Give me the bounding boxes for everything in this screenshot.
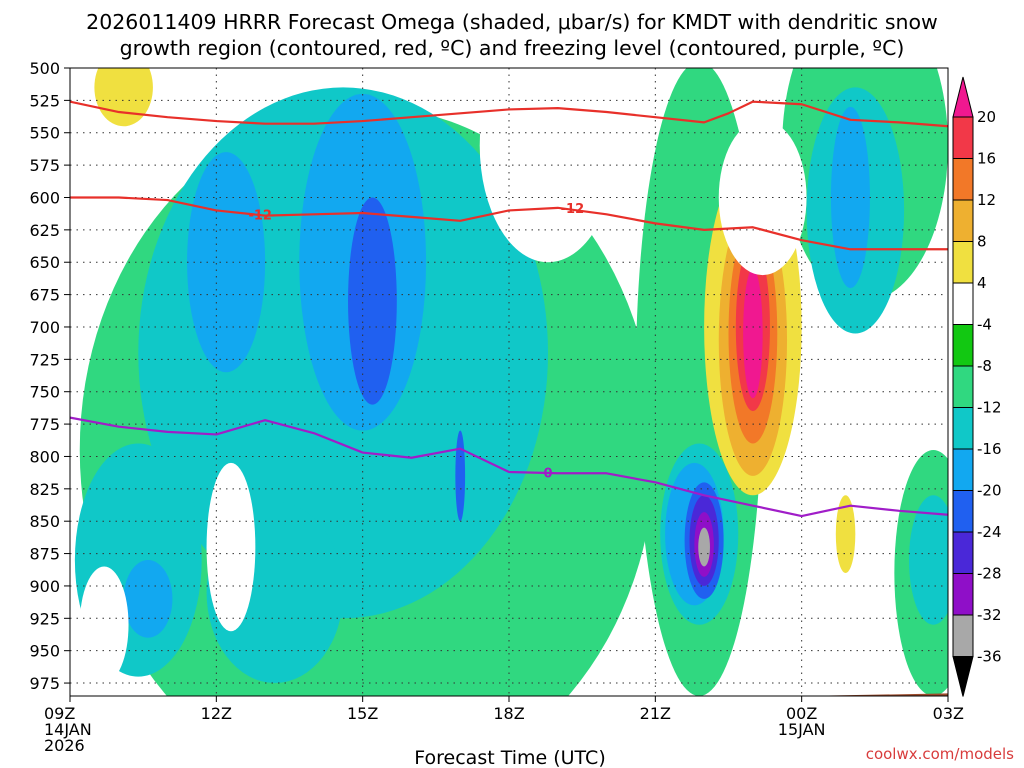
y-tick-label-7: 675 [29,286,60,305]
colorbar-label-8: -4 [977,316,992,334]
colorbar-box-4 [952,448,974,491]
colorbar-box-9 [952,241,974,284]
colorbar-label-11: 12 [977,191,996,209]
contour-label-1: -12 [561,202,585,217]
colorbar-label-7: -8 [977,357,992,375]
contour-line-1 [70,196,948,251]
colorbar-label-2: -28 [977,565,1002,583]
colorbar-box-6 [952,365,974,408]
y-tick-label-14: 850 [29,512,60,531]
x-tick-label-1-0: 12Z [201,704,232,723]
y-tick-label-15: 875 [29,545,60,564]
colorbar-box-1 [952,573,974,616]
y-tick-label-5: 625 [29,221,60,240]
y-tick-label-10: 750 [29,383,60,402]
colorbar-label-0: -36 [977,648,1002,666]
y-tick-label-1: 525 [29,91,60,110]
y-tick-label-9: 725 [29,350,60,369]
colorbar-arrow-low [952,656,974,697]
colorbar-arrow-high [952,76,974,118]
y-tick-label-11: 775 [29,415,60,434]
x-tick-label-4-0: 21Z [640,704,671,723]
x-tick-label-0-2: 2026 [44,736,85,755]
omega-clear-0 [479,68,617,263]
omega-area-15 [348,197,397,405]
y-tick-label-19: 975 [29,674,60,693]
colorbar-box-0 [952,614,974,657]
omega-area-22 [94,68,153,127]
colorbar-box-12 [952,116,974,159]
x-tick-label-3-0: 18Z [493,704,524,723]
x-tick-label-0-1: 14JAN [44,720,92,739]
y-tick-label-8: 700 [29,318,60,337]
y-tick-label-4: 600 [29,188,60,207]
contour-line-0 [70,100,948,128]
omega-clear-1 [718,119,807,276]
omega-area-16 [455,430,466,522]
colorbar-label-6: -12 [977,399,1002,417]
y-tick-label-16: 900 [29,577,60,596]
contour-label-2: 0 [543,466,552,481]
x-axis-label: Forecast Time (UTC) [414,747,605,768]
y-tick-label-2: 550 [29,124,60,143]
colorbar: -36 -32 -28 -24 -20 -16 -12 -8 -4 4 8 12 16 20 [952,76,1002,697]
colorbar-box-11 [952,158,974,201]
contour-label-0: -12 [248,209,272,224]
colorbar-label-4: -20 [977,482,1002,500]
contour-lines [70,100,948,518]
colorbar-label-10: 8 [977,233,987,251]
grid-lines [70,67,948,696]
x-tick-label-5-0: 00Z [786,704,817,723]
colorbar-box-8 [952,282,974,325]
colorbar-label-5: -16 [977,440,1002,458]
omega-area-12 [123,560,173,638]
y-tick-label-17: 925 [29,609,60,628]
colorbar-box-5 [952,407,974,450]
x-tick-label-2-0: 15Z [347,704,378,723]
omega-clear-3 [79,566,129,684]
credit-text: coolwx.com/models [866,745,1014,763]
x-tick-label-0-0: 09Z [44,704,75,723]
contour-line-2 [70,416,948,518]
colorbar-label-9: 4 [977,274,987,292]
y-tick-label-0: 500 [29,59,60,78]
x-tick-label-6-0: 03Z [933,704,964,723]
chart-title-line1: 2026011409 HRRR Forecast Omega (shaded, … [86,10,938,34]
chart-title-line2: growth region (contoured, red, ºC) and f… [120,36,905,60]
omega-clear-2 [206,462,256,632]
omega-area-20 [698,527,710,567]
y-tick-label-12: 800 [29,447,60,466]
y-tick-label-6: 650 [29,253,60,272]
colorbar-label-1: -32 [977,606,1002,624]
omega-area-27 [743,268,763,399]
colorbar-box-7 [952,324,974,367]
contour-labels: -12 -12 0 [248,202,584,481]
y-tick-label-3: 575 [29,156,60,175]
y-tick-label-18: 950 [29,642,60,661]
x-tick-label-5-1: 15JAN [778,720,826,739]
colorbar-label-13: 20 [977,108,996,126]
colorbar-box-2 [952,531,974,574]
colorbar-box-3 [952,490,974,533]
colorbar-label-12: 16 [977,150,996,168]
colorbar-box-10 [952,199,974,242]
y-axis-ticks: 500 525 550 575 600 625 650 675 700 725 750 775 800 8… [29,59,70,693]
colorbar-label-3: -24 [977,523,1002,541]
y-tick-label-13: 825 [29,480,60,499]
omega-area-9 [908,495,948,625]
